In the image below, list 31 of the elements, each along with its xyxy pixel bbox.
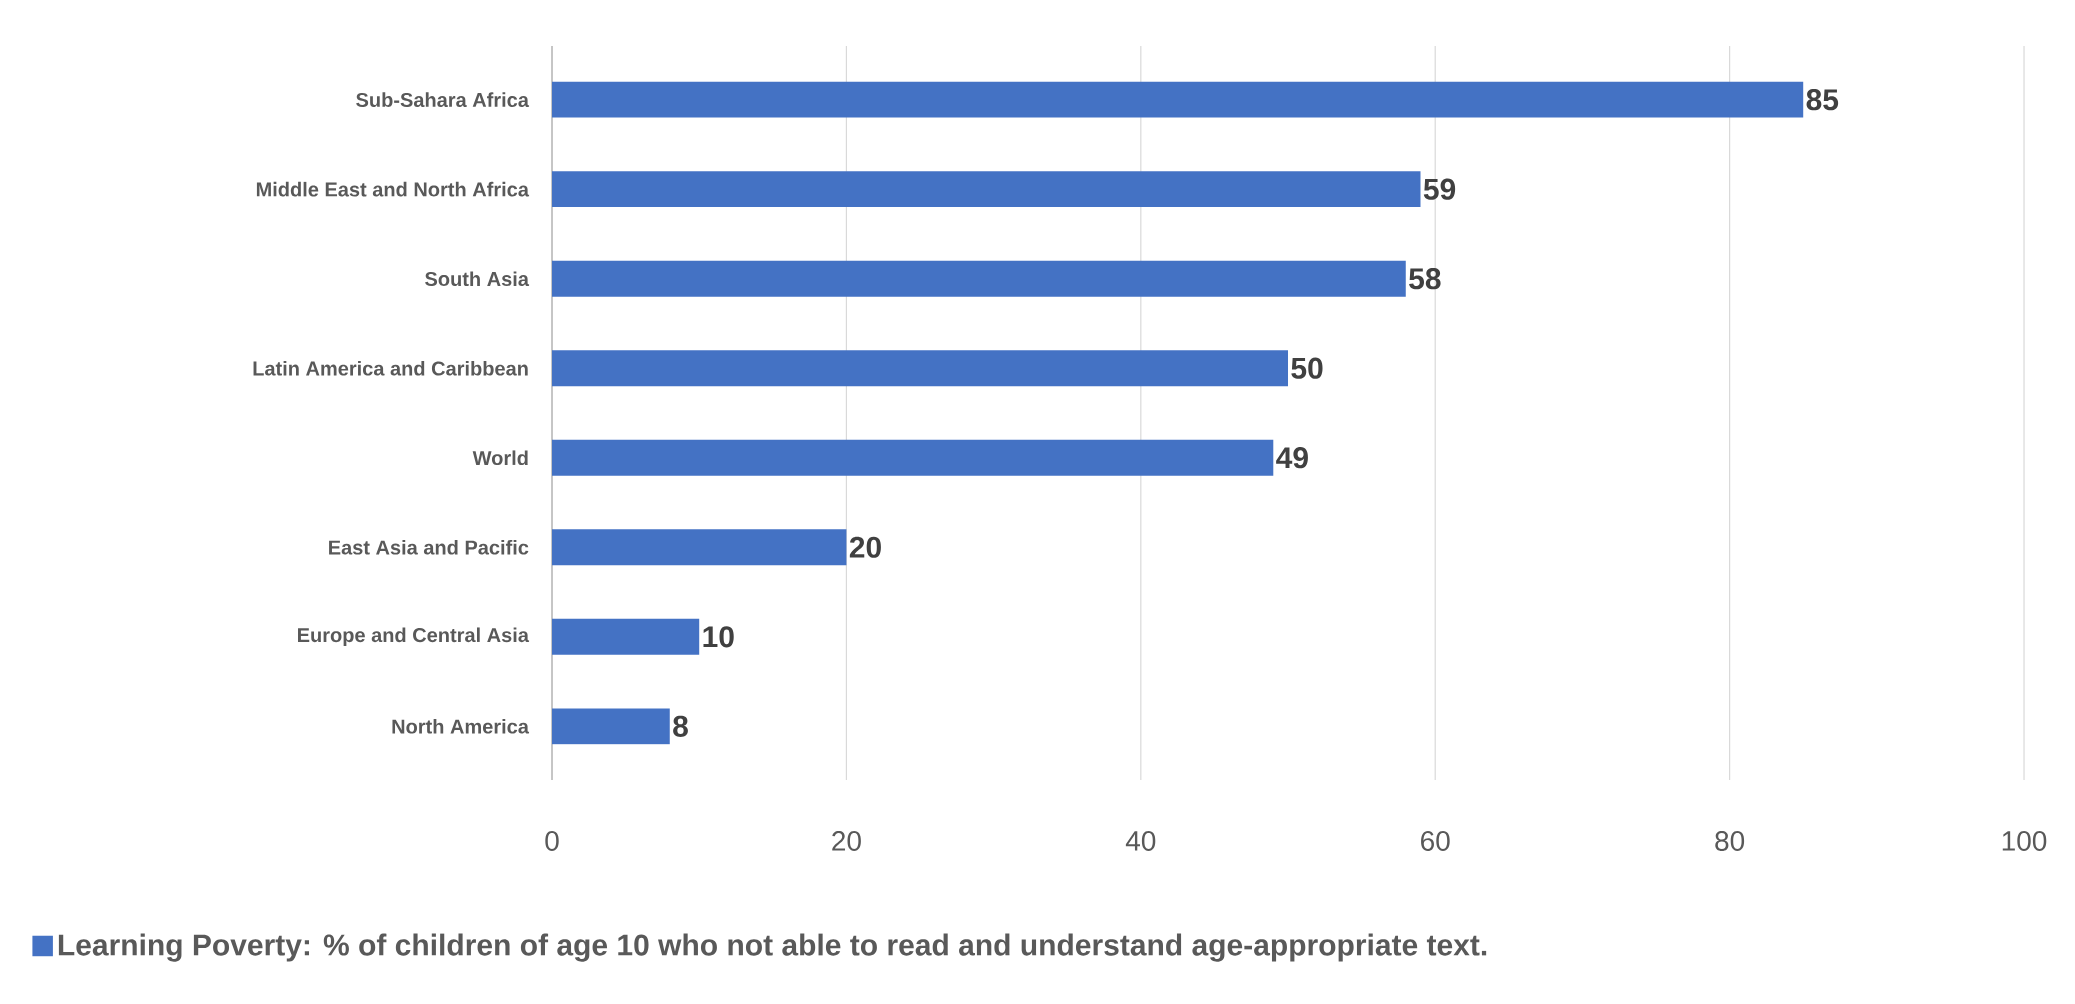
y-tick-label: North America (392, 718, 530, 734)
y-tick-label: Latin America and Caribbean (253, 360, 528, 376)
bar (552, 350, 1289, 387)
bar (552, 171, 1421, 208)
bar (552, 529, 847, 566)
x-tick-label: 20 (832, 831, 861, 851)
data-label: 10 (703, 626, 734, 648)
x-tick-label: 60 (1421, 831, 1450, 851)
bar (552, 81, 1804, 118)
x-tick-label: 40 (1125, 831, 1156, 851)
y-tick-label: Sub-Sahara Africa (356, 92, 530, 108)
y-tick-label: Europe and Central Asia (298, 627, 530, 647)
y-tick-label: Middle East and North Africa (256, 181, 530, 197)
bar (552, 618, 700, 655)
x-tick-label: 100 (2002, 831, 2047, 851)
y-tick-label: World (472, 450, 528, 466)
y-tick-label: East Asia and Pacific (329, 539, 529, 555)
bar (552, 439, 1274, 476)
data-label: 85 (1806, 89, 1839, 111)
data-label: 8 (673, 715, 688, 737)
bar (552, 708, 670, 745)
x-tick-label: 80 (1715, 831, 1745, 851)
y-tick-label: South Asia (425, 271, 530, 287)
bar (552, 260, 1406, 297)
data-label: 49 (1276, 447, 1308, 469)
x-tick-label: 0 (545, 831, 559, 851)
legend-label: Learning Poverty: % of children of age 10 who not able to read and understand age-appropriate text. (58, 933, 1487, 962)
data-label: 20 (849, 536, 881, 558)
data-label: 59 (1423, 178, 1456, 200)
data-label: 58 (1409, 268, 1441, 290)
data-label: 50 (1291, 357, 1323, 379)
